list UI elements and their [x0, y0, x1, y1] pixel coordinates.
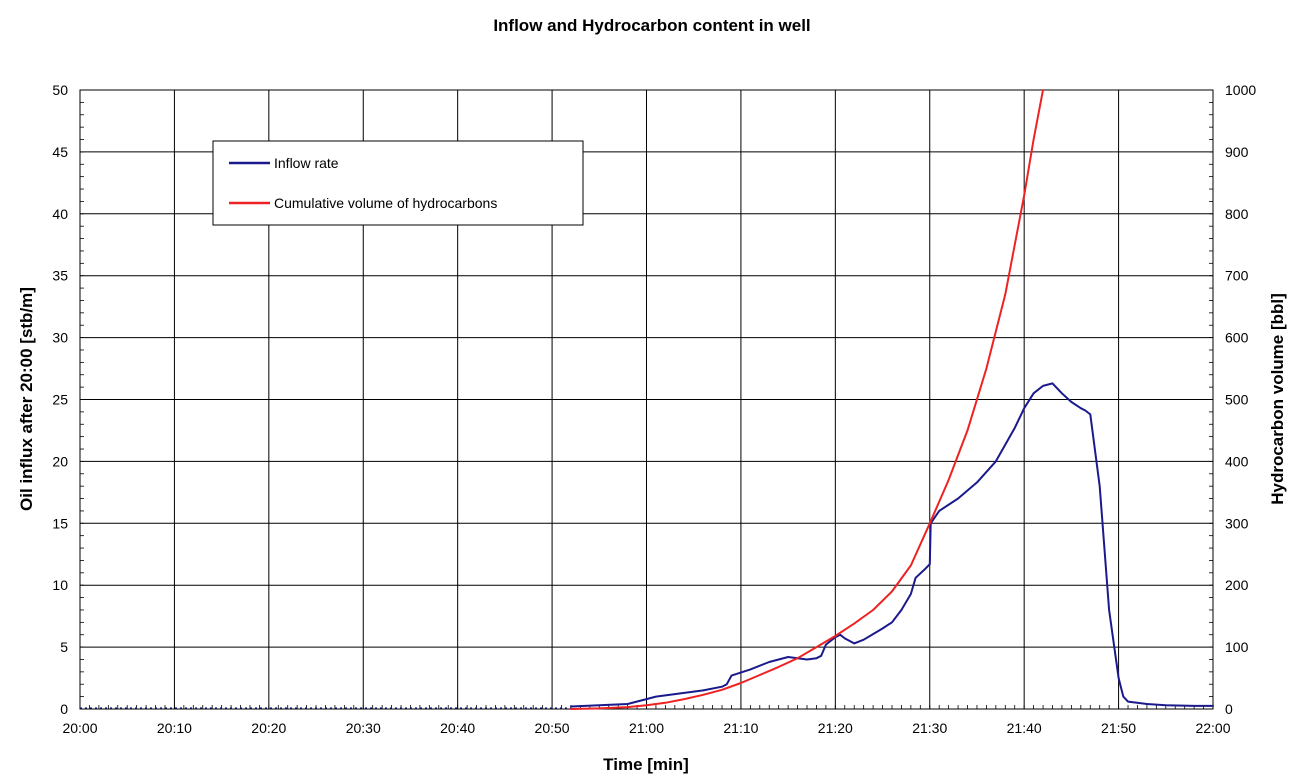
- x-tick-label: 21:20: [818, 720, 853, 736]
- y-right-tick-label: 1000: [1225, 82, 1256, 98]
- y-right-tick-label: 700: [1225, 268, 1249, 284]
- y-left-tick-label: 50: [52, 82, 68, 98]
- minor-ticks: [79, 89, 1214, 710]
- y-right-tick-label: 800: [1225, 206, 1249, 222]
- y-right-tick-label: 600: [1225, 330, 1249, 346]
- series-inflow-rate-line: [570, 382, 1214, 708]
- y-left-tick-label: 20: [52, 453, 68, 469]
- x-tick-label: 22:00: [1195, 720, 1230, 736]
- x-tick-label: 20:20: [251, 720, 286, 736]
- y-left-tick-label: 10: [52, 577, 68, 593]
- x-tick-label: 21:00: [629, 720, 664, 736]
- x-tick-label: 20:10: [157, 720, 192, 736]
- y-right-tick-label: 900: [1225, 144, 1249, 160]
- y-right-tick-label: 0: [1225, 701, 1233, 717]
- x-tick-label: 20:30: [346, 720, 381, 736]
- legend-label-cumulative-volume: Cumulative volume of hydrocarbons: [274, 195, 497, 211]
- x-tick-label: 21:50: [1101, 720, 1136, 736]
- right-axis-title: Hydrocarbon volume [bbl]: [1268, 293, 1287, 505]
- y-right-tick-label: 100: [1225, 639, 1249, 655]
- y-right-tick-label: 200: [1225, 577, 1249, 593]
- left-axis-title: Oil influx after 20:00 [stb/m]: [17, 287, 36, 511]
- y-left-tick-label: 35: [52, 268, 68, 284]
- x-tick-label: 21:10: [723, 720, 758, 736]
- plot-area-border: [79, 89, 1214, 710]
- y-right-tick-label: 400: [1225, 453, 1249, 469]
- x-axis-tick-labels: 20:00 20:10 20:20 20:30 20:40 20:50 21:00 21:10…: [62, 720, 1230, 736]
- right-axis-tick-labels: 0 100 200 300 400 500 600 700 800 900 1000: [1225, 82, 1256, 717]
- y-left-tick-label: 30: [52, 330, 68, 346]
- x-axis-title: Time [min]: [603, 755, 689, 774]
- y-left-tick-label: 15: [52, 515, 68, 531]
- series-cumulative-volume-line: [570, 89, 1044, 710]
- left-axis-tick-labels: 0 5 10 15 20 25 30 35 40 45 50: [52, 82, 68, 717]
- y-right-tick-label: 300: [1225, 515, 1249, 531]
- y-left-tick-label: 40: [52, 206, 68, 222]
- y-left-tick-label: 25: [52, 392, 68, 408]
- x-tick-label: 20:40: [440, 720, 475, 736]
- series: [80, 89, 1214, 710]
- x-tick-label: 20:50: [535, 720, 570, 736]
- legend-box: [212, 140, 584, 226]
- y-left-tick-label: 0: [60, 701, 68, 717]
- legend: Inflow rate Cumulative volume of hydroca…: [212, 140, 584, 226]
- chart-title: Inflow and Hydrocarbon content in well: [493, 16, 810, 35]
- legend-label-inflow-rate: Inflow rate: [274, 155, 339, 171]
- x-tick-label: 20:00: [62, 720, 97, 736]
- y-left-tick-label: 45: [52, 144, 68, 160]
- y-right-tick-label: 500: [1225, 392, 1249, 408]
- x-tick-label: 21:30: [912, 720, 947, 736]
- y-left-tick-label: 5: [60, 639, 68, 655]
- x-tick-label: 21:40: [1007, 720, 1042, 736]
